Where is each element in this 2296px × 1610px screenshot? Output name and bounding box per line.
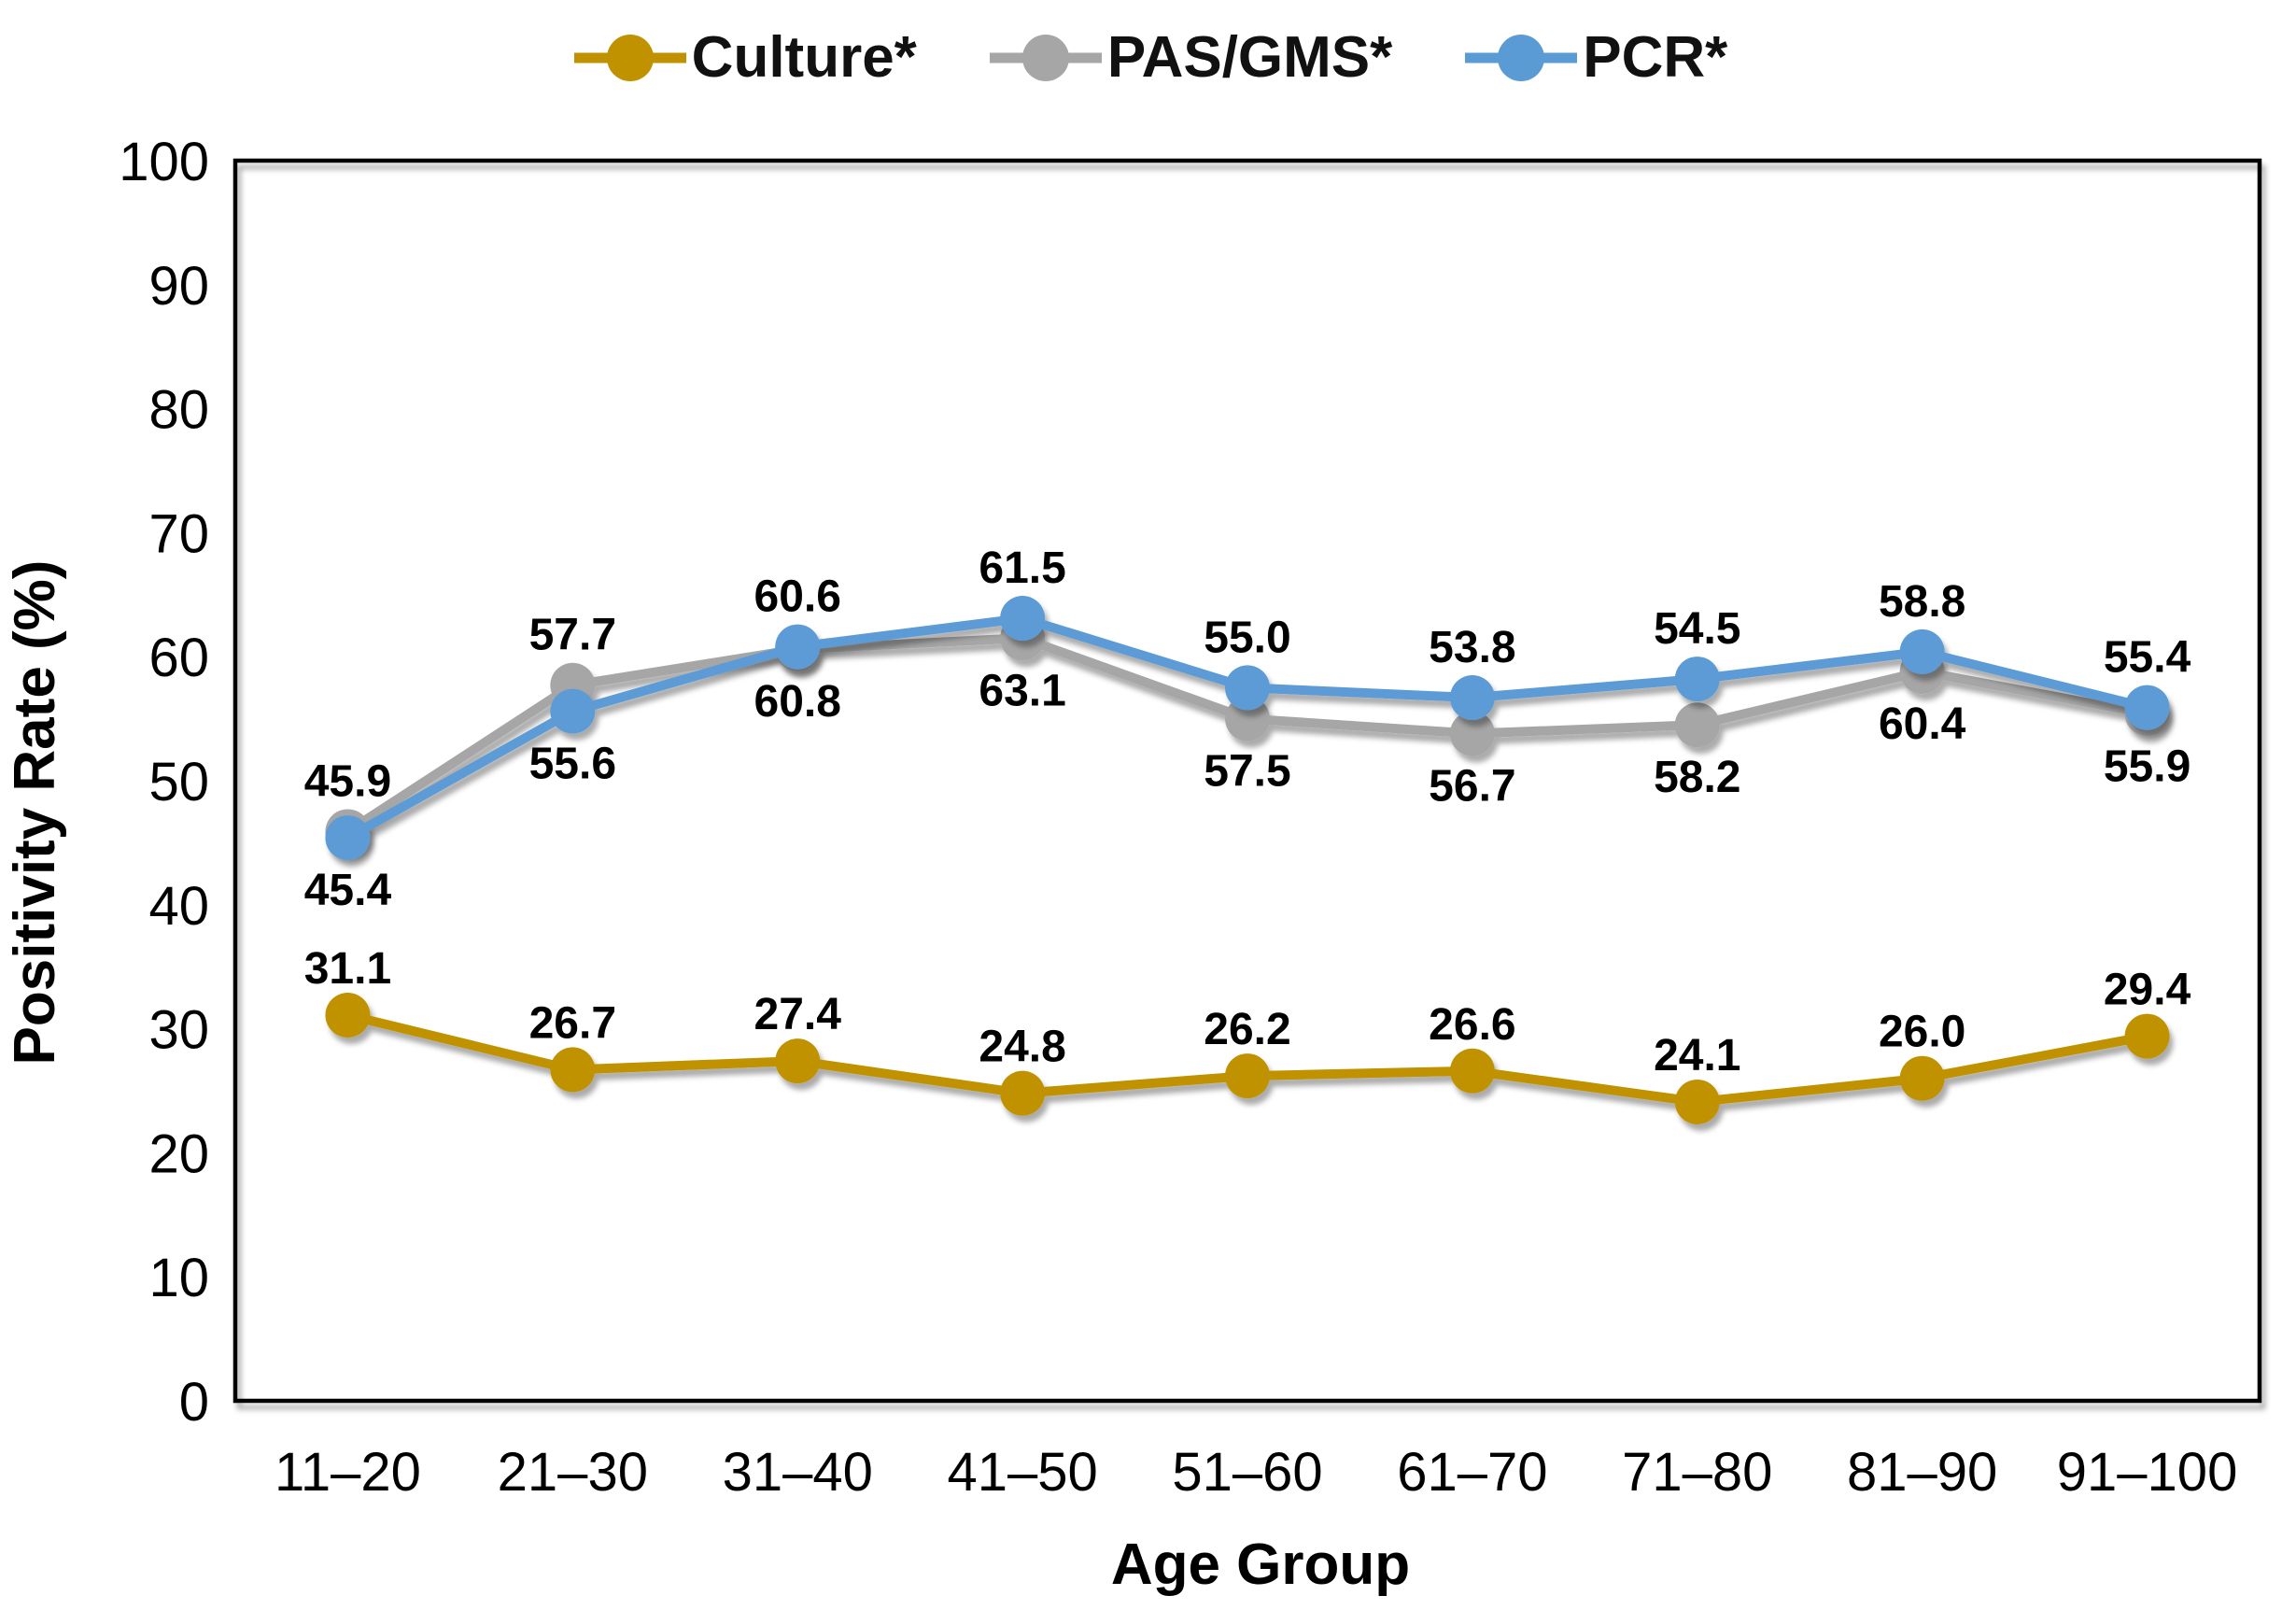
y-tick-label-50: 50 — [148, 752, 209, 812]
x-tick-label-8: 91–100 — [2057, 1442, 2238, 1503]
x-tick-label-0: 11–20 — [275, 1442, 421, 1503]
y-axis-title: Positivity Rate (%) — [3, 560, 67, 1066]
data-label-culture-1: 26.7 — [529, 998, 616, 1048]
data-point-pcr-6 — [1674, 657, 1720, 702]
data-point-culture-4 — [1225, 1053, 1270, 1099]
data-label-pcr-7: 60.4 — [1879, 699, 1966, 749]
data-label-culture-4: 26.2 — [1204, 1005, 1290, 1054]
data-point-pcr-1 — [550, 688, 596, 734]
data-label-pcr-1: 55.6 — [529, 740, 616, 789]
data-point-pcr-2 — [775, 624, 821, 670]
data-label-pas-gms-2: 60.6 — [754, 572, 841, 622]
legend-marker-culture — [573, 34, 686, 81]
y-tick-label-30: 30 — [148, 1000, 209, 1061]
data-label-pcr-2: 60.8 — [754, 677, 841, 727]
data-point-culture-8 — [2124, 1013, 2170, 1059]
y-tick-label-40: 40 — [148, 876, 209, 937]
data-label-culture-8: 29.4 — [2104, 966, 2191, 1015]
data-label-pas-gms-0: 45.9 — [304, 756, 391, 806]
data-label-pas-gms-4: 55.0 — [1204, 613, 1290, 662]
data-point-culture-2 — [775, 1038, 821, 1084]
legend-item-pcr: PCR* — [1459, 24, 1727, 91]
x-tick-label-4: 51–60 — [1172, 1442, 1322, 1503]
y-tick-label-100: 100 — [119, 132, 209, 192]
data-label-pas-gms-6: 54.5 — [1654, 604, 1740, 654]
data-label-pas-gms-5: 53.8 — [1429, 623, 1515, 672]
legend-item-culture: Culture* — [569, 24, 917, 91]
data-label-pcr-3: 63.1 — [979, 666, 1065, 715]
data-point-pcr-5 — [1449, 675, 1495, 721]
x-tick-label-5: 61–70 — [1397, 1442, 1547, 1503]
data-label-pcr-8: 55.9 — [2104, 741, 2190, 791]
chart-legend: Culture* PAS/GMS* PCR* — [0, 24, 2296, 91]
data-label-pas-gms-8: 55.4 — [2104, 633, 2191, 683]
x-tick-label-1: 21–30 — [498, 1442, 648, 1503]
data-label-pas-gms-3: 61.5 — [979, 544, 1065, 593]
data-point-pcr-0 — [325, 815, 371, 861]
data-label-culture-6: 24.1 — [1654, 1031, 1740, 1080]
x-tick-label-7: 81–90 — [1847, 1442, 1997, 1503]
data-point-pcr-4 — [1225, 665, 1270, 711]
data-label-pas-gms-1: 57.7 — [529, 611, 616, 660]
data-label-culture-7: 26.0 — [1879, 1008, 1965, 1057]
data-label-culture-2: 27.4 — [754, 990, 842, 1039]
data-point-culture-3 — [1000, 1070, 1046, 1116]
x-tick-label-2: 31–40 — [723, 1442, 873, 1503]
data-label-pas-gms-7: 58.8 — [1879, 577, 1965, 627]
legend-dot-icon — [1021, 34, 1069, 81]
data-label-culture-3: 24.8 — [979, 1023, 1065, 1072]
legend-dot-icon — [1498, 34, 1545, 81]
legend-marker-pcr — [1465, 34, 1578, 81]
x-axis-title: Age Group — [1111, 1532, 1410, 1597]
y-tick-label-20: 20 — [148, 1123, 209, 1184]
y-tick-label-60: 60 — [148, 628, 209, 688]
series-culture — [325, 992, 2170, 1124]
y-tick-label-90: 90 — [148, 256, 209, 317]
legend-label-pas-gms: PAS/GMS* — [1106, 25, 1393, 90]
data-label-culture-0: 31.1 — [304, 944, 391, 994]
legend-item-pas-gms: PAS/GMS* — [984, 24, 1392, 91]
y-tick-label-10: 10 — [148, 1248, 209, 1308]
data-point-pas-gms-5 — [1449, 711, 1495, 756]
data-point-pcr-7 — [1899, 628, 1945, 674]
data-label-pcr-6: 58.2 — [1654, 753, 1740, 802]
series-pcr — [325, 596, 2170, 861]
y-tick-label-70: 70 — [148, 503, 209, 564]
data-label-pcr-4: 57.5 — [1204, 747, 1290, 797]
data-point-pcr-3 — [1000, 596, 1046, 642]
legend-label-culture: Culture* — [691, 25, 917, 90]
plot-border — [232, 158, 2262, 1404]
y-tick-label-80: 80 — [148, 380, 209, 441]
data-point-culture-6 — [1674, 1079, 1720, 1124]
x-tick-label-6: 71–80 — [1622, 1442, 1772, 1503]
data-point-pas-gms-4 — [1225, 696, 1270, 741]
legend-dot-icon — [606, 34, 654, 81]
data-label-pcr-0: 45.4 — [304, 866, 392, 915]
legend-marker-pas-gms — [989, 34, 1102, 81]
legend-label-pcr: PCR* — [1583, 25, 1728, 90]
x-tick-label-3: 41–50 — [947, 1442, 1097, 1503]
data-label-culture-5: 26.6 — [1429, 1000, 1515, 1050]
data-point-pcr-8 — [2124, 685, 2170, 730]
data-point-pas-gms-6 — [1674, 702, 1720, 748]
y-tick-label-0: 0 — [179, 1372, 209, 1433]
data-point-culture-7 — [1899, 1055, 1945, 1101]
data-point-culture-1 — [550, 1047, 596, 1093]
data-point-culture-5 — [1449, 1048, 1495, 1094]
data-label-pcr-5: 56.7 — [1429, 762, 1515, 812]
data-point-culture-0 — [325, 992, 371, 1038]
